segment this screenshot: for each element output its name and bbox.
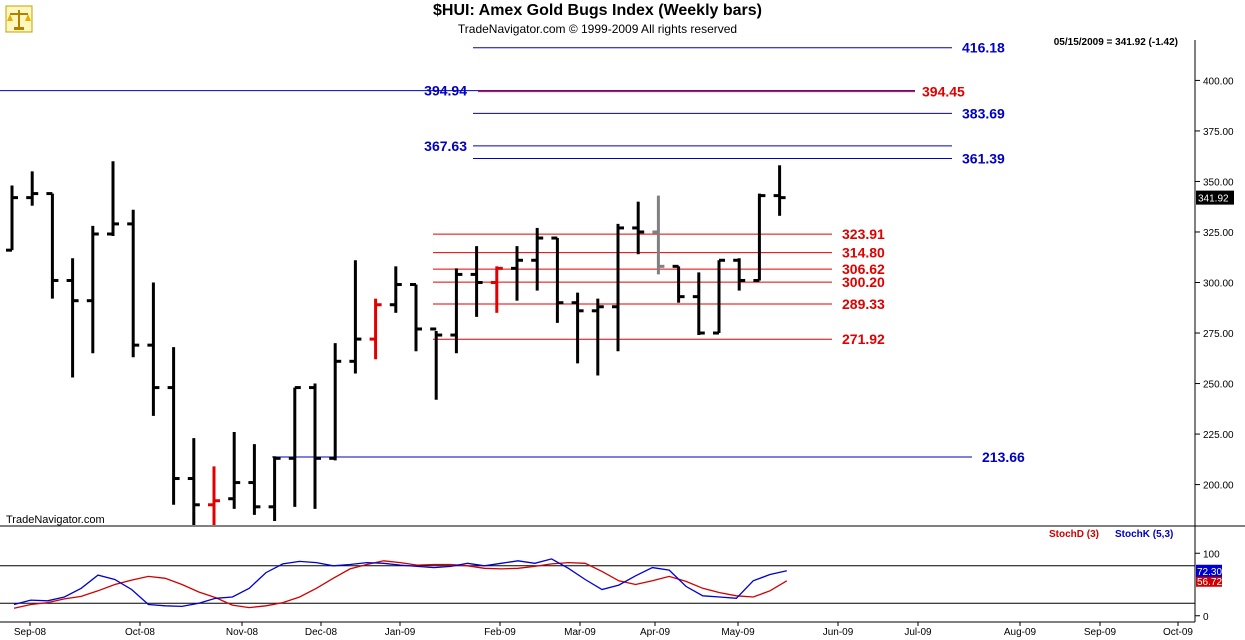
ohlc-bar: [66, 258, 79, 378]
ohlc-bar: [591, 298, 604, 376]
ohlc-bar: [107, 161, 119, 237]
ohlc-bar: [612, 223, 624, 352]
osc-y-tick-label: 100: [1203, 549, 1220, 560]
x-tick-label: Oct-08: [125, 627, 155, 638]
last-price-tag: [1196, 190, 1234, 205]
x-tick-label: Sep-08: [14, 627, 47, 638]
level-label: 361.39: [962, 150, 1005, 166]
ohlc-bar: [187, 438, 200, 525]
ohlc-bar: [410, 283, 422, 352]
ohlc-bar: [167, 347, 180, 505]
ohlc-bar: [46, 192, 59, 299]
x-tick-label: May-09: [721, 627, 755, 638]
y-tick-label: 375.00: [1203, 127, 1234, 138]
y-tick-label: 350.00: [1203, 177, 1234, 188]
level-label: 271.92: [842, 331, 885, 347]
ohlc-bar: [288, 386, 301, 507]
level-label: 289.33: [842, 296, 885, 312]
level-label: 306.62: [842, 261, 885, 277]
level-label: 323.91: [842, 226, 885, 242]
x-tick-label: Mar-09: [564, 627, 596, 638]
stoch-d-value: 56.72: [1197, 577, 1222, 588]
ohlc-bar: [511, 246, 523, 301]
level-label: 300.20: [842, 274, 885, 290]
last-price-label: 341.92: [1198, 194, 1229, 205]
x-tick-label: Jun-09: [823, 627, 854, 638]
ohlc-bar: [551, 236, 564, 323]
ohlc-bar: [309, 383, 321, 509]
ohlc-bar: [248, 444, 261, 515]
x-tick-label: Apr-09: [640, 627, 670, 638]
stoch-d-line: [13, 560, 788, 609]
stoch-d-tag: [1196, 574, 1222, 587]
chart-title: $HUI: Amex Gold Bugs Index (Weekly bars): [433, 2, 762, 19]
scales-logo-icon: [5, 5, 33, 33]
ohlc-bar: [349, 260, 362, 374]
y-tick-label: 250.00: [1203, 380, 1234, 391]
last-price-stamp: 05/15/2009 = 341.92 (-1.42): [1053, 37, 1178, 48]
ohlc-bar: [571, 292, 584, 364]
ohlc-bar: [26, 171, 39, 206]
legend-stoch-k: StochK (5,3): [1115, 529, 1174, 540]
legend-stoch-d: StochD (3): [1049, 529, 1099, 540]
ohlc-bar: [692, 272, 705, 336]
y-tick-label: 400.00: [1203, 76, 1234, 87]
ohlc-bar: [632, 201, 645, 255]
ohlc-bar: [86, 225, 99, 354]
ohlc-bar: [369, 298, 382, 360]
ohlc-bar: [531, 227, 544, 291]
ohlc-bar: [329, 343, 342, 461]
x-tick-label: Dec-08: [305, 627, 338, 638]
y-tick-label: 325.00: [1203, 228, 1234, 239]
ohlc-bar: [389, 266, 402, 313]
x-tick-label: Jul-09: [904, 627, 932, 638]
ohlc-bar: [430, 327, 443, 400]
level-label: 314.80: [842, 245, 885, 261]
ohlc-bar: [672, 264, 685, 303]
ohlc-bar: [470, 246, 483, 317]
ohlc-bar: [208, 466, 220, 525]
stoch-k-line: [13, 558, 787, 608]
y-tick-label: 200.00: [1203, 481, 1234, 492]
ohlc-bar: [268, 456, 281, 521]
chart-subtitle: TradeNavigator.com © 1999-2009 All right…: [457, 22, 738, 36]
watermark: TradeNavigator.com: [6, 514, 105, 526]
level-label: 213.66: [982, 449, 1025, 465]
x-tick-label: Nov-08: [226, 627, 259, 638]
ohlc-bar: [450, 268, 463, 354]
x-tick-label: Oct-09: [1163, 627, 1193, 638]
ohlc-bar: [713, 258, 725, 335]
level-label: 383.69: [962, 105, 1005, 121]
ohlc-bar: [147, 282, 160, 416]
ohlc-bar: [228, 432, 241, 509]
level-label: 394.45: [922, 84, 965, 100]
stoch-k-tag: [1196, 564, 1222, 577]
y-tick-label: 300.00: [1203, 279, 1234, 290]
x-tick-label: Sep-09: [1084, 627, 1117, 638]
ohlc-bar: [733, 258, 746, 291]
x-tick-label: Aug-09: [1004, 627, 1037, 638]
ohlc-bar: [490, 266, 503, 313]
stoch-k-value: 72.30: [1197, 567, 1222, 578]
level-label: 367.63: [424, 138, 467, 154]
x-tick-label: Jan-09: [385, 627, 416, 638]
x-tick-label: Feb-09: [484, 627, 516, 638]
osc-y-tick-label: 0: [1203, 612, 1209, 623]
ohlc-bar: [773, 165, 786, 216]
level-label: 416.18: [962, 40, 1005, 56]
ohlc-bar: [652, 195, 665, 275]
level-label: 394.94: [424, 83, 467, 99]
trade-navigator-logo: [4, 4, 34, 34]
ohlc-bar: [6, 185, 18, 252]
y-tick-label: 225.00: [1203, 430, 1234, 441]
ohlc-bar: [127, 209, 140, 358]
ohlc-bar: [753, 193, 766, 282]
y-tick-label: 275.00: [1203, 329, 1234, 340]
